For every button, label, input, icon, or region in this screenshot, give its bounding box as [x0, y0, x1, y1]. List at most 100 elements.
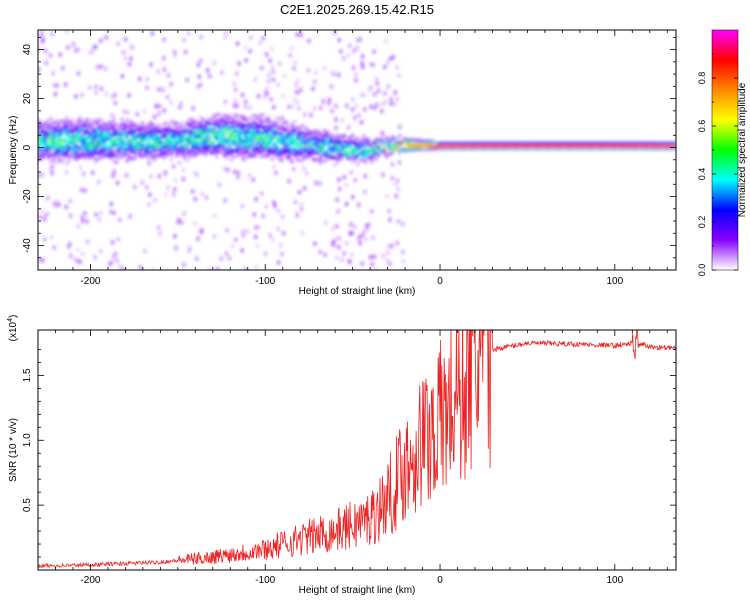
heatmap-cell [645, 147, 648, 151]
heatmap-cell [123, 129, 126, 133]
heatmap-noise-cell [386, 84, 390, 89]
heatmap-cell [388, 146, 391, 150]
heatmap-noise-cell [363, 174, 367, 179]
heatmap-noise-cell [335, 224, 339, 229]
heatmap-noise-cell [188, 246, 192, 251]
heatmap-cell [228, 113, 231, 117]
heatmap-noise-cell [242, 157, 246, 162]
heatmap-noise-cell [111, 173, 115, 178]
heatmap-cell [317, 130, 320, 134]
colorbar-label: Normalized spectral amplitude [737, 82, 748, 217]
heatmap-cell [616, 141, 619, 145]
heatmap-cell [238, 121, 241, 125]
heatmap-cell [435, 141, 438, 145]
heatmap-cell [312, 130, 315, 134]
heatmap-cell [464, 147, 467, 151]
heatmap-cell [377, 145, 380, 149]
heatmap-cell [118, 138, 121, 142]
heatmap-cell [327, 150, 331, 154]
heatmap-noise-cell [287, 104, 291, 109]
heatmap-cell [267, 129, 270, 133]
heatmap-cell [265, 137, 268, 141]
heatmap-noise-cell [166, 73, 170, 78]
heatmap-cell [94, 138, 97, 142]
heatmap-cell [173, 145, 176, 149]
heatmap-cell [558, 147, 561, 151]
heatmap-cell [272, 151, 276, 155]
heatmap-noise-cell [333, 72, 337, 77]
heatmap-cell [112, 152, 116, 156]
heatmap-cell [57, 131, 61, 135]
heatmap-noise-cell [337, 245, 341, 250]
snr-y-scale-exp: 4 [7, 318, 14, 322]
heatmap-noise-cell [381, 172, 385, 177]
heatmap-cell [128, 130, 131, 133]
heatmap-cell [199, 121, 202, 124]
heatmap-cell [411, 148, 415, 152]
heatmap-cell [338, 139, 341, 143]
heatmap-cell [236, 154, 239, 158]
heatmap-cell [118, 147, 121, 151]
heatmap-cell [52, 130, 55, 134]
heatmap-cell [196, 141, 200, 145]
heatmap-cell [272, 136, 276, 140]
heatmap-noise-cell [276, 209, 280, 214]
heatmap-cell [320, 158, 323, 161]
heatmap-cell [364, 161, 367, 164]
heatmap-cell [409, 142, 412, 146]
heatmap-noise-cell [339, 49, 343, 54]
heatmap-cell [217, 131, 221, 135]
spectrogram-x-label: Height of straight line (km) [299, 286, 416, 297]
heatmap-cell [430, 139, 433, 143]
heatmap-cell [228, 144, 231, 147]
heatmap-cell [283, 151, 286, 155]
heatmap-cell [409, 138, 412, 142]
heatmap-cell [506, 147, 509, 151]
heatmap-cell [272, 134, 276, 138]
heatmap-cell [55, 160, 58, 164]
heatmap-cell [254, 126, 257, 130]
heatmap-cell [70, 121, 74, 125]
heatmap-cell [666, 147, 669, 151]
heatmap-cell [535, 145, 538, 149]
heatmap-cell [301, 158, 304, 162]
heatmap-cell [461, 143, 464, 147]
heatmap-cell [317, 151, 320, 155]
heatmap-noise-cell [52, 201, 56, 206]
heatmap-cell [107, 127, 110, 131]
heatmap-cell [99, 154, 103, 157]
heatmap-noise-cell [380, 102, 384, 107]
heatmap-cell [265, 133, 268, 137]
heatmap-cell [47, 130, 50, 134]
heatmap-noise-cell [204, 195, 208, 200]
heatmap-noise-cell [331, 226, 335, 231]
heatmap-noise-cell [305, 171, 309, 176]
heatmap-cell [212, 121, 215, 125]
heatmap-cell [44, 121, 47, 125]
heatmap-cell [626, 145, 630, 149]
heatmap-cell [160, 149, 163, 152]
heatmap-cell [474, 143, 477, 147]
heatmap-cell [131, 150, 134, 154]
heatmap-cell [63, 126, 66, 130]
heatmap-cell [626, 143, 630, 147]
heatmap-cell [309, 139, 312, 143]
heatmap-cell [419, 147, 422, 151]
heatmap-cell [605, 143, 609, 147]
heatmap-cell [154, 145, 158, 149]
heatmap-cell [618, 141, 622, 145]
heatmap-noise-cell [348, 43, 352, 48]
heatmap-cell [603, 143, 606, 147]
heatmap-cell [411, 138, 415, 142]
heatmap-cell [249, 138, 252, 142]
heatmap-cell [154, 127, 158, 131]
heatmap-cell [38, 148, 40, 152]
heatmap-cell [516, 145, 519, 149]
heatmap-cell [296, 135, 299, 139]
heatmap-cell [291, 149, 294, 152]
heatmap-cell [587, 141, 590, 145]
heatmap-noise-cell [280, 158, 284, 163]
spectrogram-y-tick-label: 0 [22, 144, 33, 150]
heatmap-noise-cell [342, 56, 346, 61]
heatmap-cell [52, 155, 55, 159]
